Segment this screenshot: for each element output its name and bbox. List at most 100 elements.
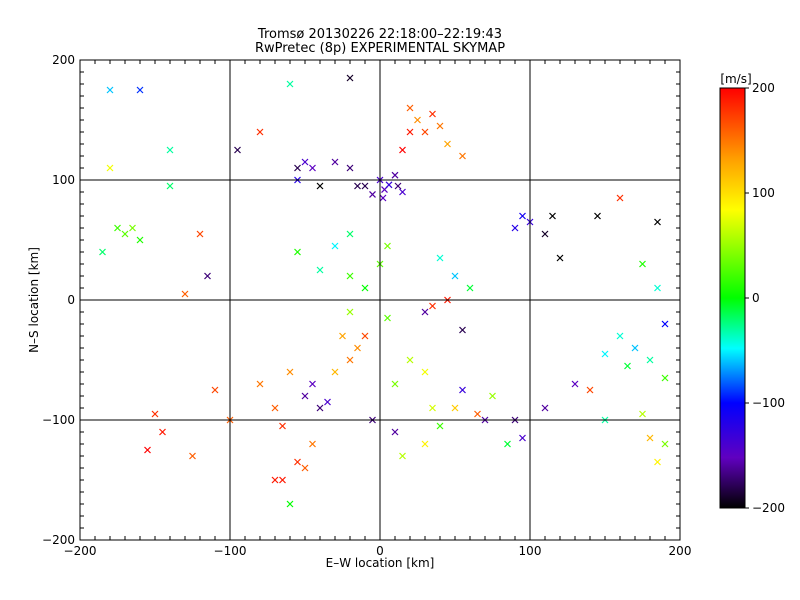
point-x-marker <box>346 308 354 316</box>
point-x-marker <box>399 452 406 460</box>
point-x-marker <box>294 164 301 172</box>
point-x-marker <box>436 422 444 430</box>
x-ticks: −200 −100 0 100 200 <box>64 60 692 558</box>
point-x-marker <box>466 284 474 292</box>
plot-grid <box>80 60 680 540</box>
point-x-marker <box>429 404 436 412</box>
point-x-marker <box>385 181 393 189</box>
point-x-marker <box>271 476 279 484</box>
chart-subtitle: RwPretec (8p) EXPERIMENTAL SKYMAP <box>255 41 505 56</box>
point-x-marker <box>136 86 144 94</box>
x-tick-label: 100 <box>519 544 542 558</box>
chart-title: Tromsø 20130226 22:18:00–22:19:43 <box>257 27 502 42</box>
point-x-marker <box>361 284 369 292</box>
point-x-marker <box>189 452 196 460</box>
x-tick-label: −200 <box>64 544 97 558</box>
point-x-marker <box>661 374 669 382</box>
colorbar-tick-label: 0 <box>752 291 760 305</box>
point-x-marker <box>519 434 526 442</box>
point-x-marker <box>256 380 264 388</box>
y-tick-label: 200 <box>52 53 75 67</box>
point-x-marker <box>406 128 414 136</box>
point-x-marker <box>144 446 151 454</box>
point-x-marker <box>331 368 339 376</box>
point-x-marker <box>646 434 654 442</box>
point-x-marker <box>624 362 631 370</box>
point-x-marker <box>601 350 609 358</box>
point-x-marker <box>459 326 466 334</box>
colorbar-ticks: 200 100 0 −100 −200 <box>745 81 785 515</box>
point-x-marker <box>414 116 421 124</box>
point-x-marker <box>541 404 549 412</box>
point-x-marker <box>114 224 121 232</box>
point-x-marker <box>204 272 211 280</box>
x-tick-label: 200 <box>669 544 692 558</box>
point-x-marker <box>436 122 444 130</box>
point-x-marker <box>384 242 391 250</box>
colorbar-tick-label: −100 <box>752 396 785 410</box>
y-tick-label: 100 <box>52 173 75 187</box>
point-x-marker <box>586 386 594 394</box>
point-x-marker <box>181 290 189 298</box>
point-x-marker <box>399 188 406 196</box>
point-x-marker <box>346 272 354 280</box>
point-x-marker <box>301 464 309 472</box>
x-tick-label: 0 <box>376 544 384 558</box>
y-tick-label: 0 <box>67 293 75 307</box>
point-x-marker <box>451 404 459 412</box>
point-x-marker <box>361 332 369 340</box>
point-x-marker <box>271 404 279 412</box>
point-x-marker <box>511 224 519 232</box>
point-x-marker <box>571 380 579 388</box>
point-x-marker <box>384 314 391 322</box>
point-x-marker <box>421 368 429 376</box>
point-x-marker <box>196 230 204 238</box>
point-x-marker <box>421 308 429 316</box>
points-layer <box>99 74 669 508</box>
point-x-marker <box>519 212 526 220</box>
colorbar-tick-label: −200 <box>752 501 785 515</box>
point-x-marker <box>166 182 174 190</box>
point-x-marker <box>234 146 241 154</box>
point-x-marker <box>324 398 331 406</box>
point-x-marker <box>129 224 136 232</box>
point-x-marker <box>211 386 219 394</box>
x-axis-label: E–W location [km] <box>326 556 435 570</box>
point-x-marker <box>309 440 316 448</box>
y-tick-label: −200 <box>42 533 75 547</box>
point-x-marker <box>406 104 414 112</box>
colorbar-tick-label: 100 <box>752 186 775 200</box>
point-x-marker <box>639 260 646 268</box>
point-x-marker <box>429 110 436 118</box>
point-x-marker <box>316 182 324 190</box>
point-x-marker <box>429 302 436 310</box>
point-x-marker <box>361 182 369 190</box>
point-x-marker <box>136 236 144 244</box>
point-x-marker <box>106 86 114 94</box>
point-x-marker <box>99 248 106 256</box>
point-x-marker <box>369 190 376 198</box>
point-x-marker <box>474 410 481 418</box>
point-x-marker <box>391 171 399 179</box>
point-x-marker <box>504 440 511 448</box>
colorbar: [m/s] 200 100 0 −100 −200 <box>719 72 785 515</box>
point-x-marker <box>459 386 466 394</box>
point-x-marker <box>391 380 399 388</box>
point-x-marker <box>346 356 354 364</box>
point-x-marker <box>346 74 354 82</box>
point-x-marker <box>394 182 402 190</box>
point-x-marker <box>654 218 661 226</box>
point-x-marker <box>316 266 324 274</box>
point-x-marker <box>631 344 639 352</box>
point-x-marker <box>286 368 294 376</box>
point-x-marker <box>279 422 286 430</box>
point-x-marker <box>541 230 549 238</box>
point-x-marker <box>406 356 414 364</box>
point-x-marker <box>379 194 387 202</box>
point-x-marker <box>661 440 669 448</box>
point-x-marker <box>159 428 166 436</box>
point-x-marker <box>339 332 346 340</box>
colorbar-label: [m/s] <box>720 72 751 86</box>
point-x-marker <box>294 458 301 466</box>
